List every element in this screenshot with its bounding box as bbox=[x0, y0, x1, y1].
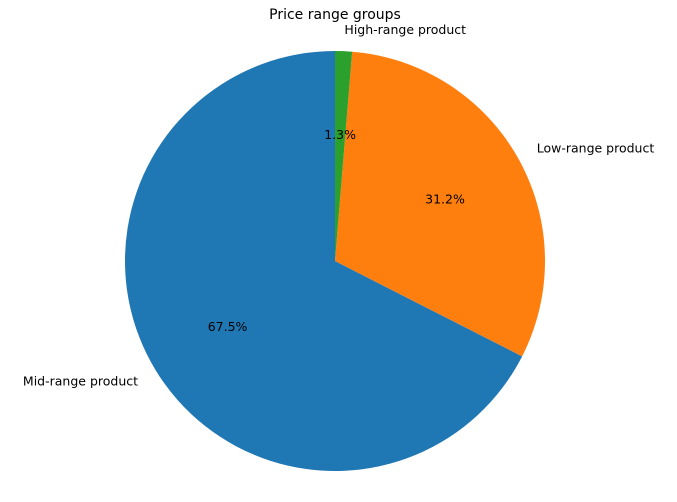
slice-percent-label: 31.2% bbox=[425, 192, 465, 207]
pie-slice-mid-range-product bbox=[125, 51, 523, 471]
slice-label: Low-range product bbox=[537, 140, 655, 155]
slice-label: High-range product bbox=[344, 22, 466, 37]
chart-title: Price range groups bbox=[269, 7, 401, 23]
pie-slice-high-range-product bbox=[335, 51, 353, 261]
pie-slice-low-range-product bbox=[335, 51, 546, 357]
slice-percent-label: 67.5% bbox=[208, 319, 248, 334]
slice-percent-label: 1.3% bbox=[324, 127, 356, 142]
slice-label: Mid-range product bbox=[23, 374, 138, 389]
